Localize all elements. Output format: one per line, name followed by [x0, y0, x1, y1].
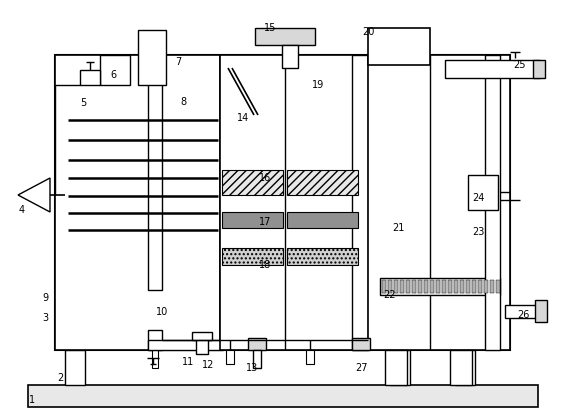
- Text: 24: 24: [472, 193, 484, 203]
- Text: 5: 5: [80, 98, 86, 108]
- Bar: [450, 350, 472, 385]
- Text: 18: 18: [259, 260, 271, 270]
- Bar: [382, 280, 386, 293]
- Bar: [192, 332, 212, 340]
- Bar: [436, 280, 440, 293]
- Bar: [406, 280, 410, 293]
- Bar: [484, 280, 488, 293]
- Bar: [248, 338, 266, 350]
- Bar: [287, 248, 358, 265]
- Bar: [287, 170, 358, 195]
- Bar: [455, 350, 475, 385]
- Bar: [100, 55, 130, 85]
- Bar: [55, 55, 510, 350]
- Bar: [430, 280, 434, 293]
- Bar: [485, 55, 500, 350]
- Bar: [388, 280, 392, 293]
- Bar: [55, 55, 220, 350]
- Text: 7: 7: [175, 57, 181, 67]
- Text: 14: 14: [237, 113, 249, 123]
- Bar: [505, 305, 540, 318]
- Text: 20: 20: [362, 27, 374, 37]
- Bar: [65, 350, 85, 385]
- Text: 17: 17: [259, 217, 271, 227]
- Bar: [385, 350, 407, 385]
- Bar: [148, 330, 162, 350]
- Text: 12: 12: [202, 360, 214, 370]
- Text: 10: 10: [156, 307, 168, 317]
- Bar: [306, 350, 314, 364]
- Bar: [255, 28, 315, 45]
- Text: 19: 19: [312, 80, 324, 90]
- Bar: [282, 45, 298, 68]
- Bar: [478, 280, 482, 293]
- Bar: [445, 60, 540, 78]
- Text: 15: 15: [264, 23, 276, 33]
- Text: 1: 1: [29, 395, 35, 405]
- Bar: [226, 350, 234, 364]
- Text: 21: 21: [392, 223, 404, 233]
- Bar: [152, 350, 158, 368]
- Bar: [222, 170, 283, 195]
- Text: 9: 9: [42, 293, 48, 303]
- Bar: [442, 280, 446, 293]
- Bar: [490, 280, 494, 293]
- Text: 11: 11: [182, 357, 194, 367]
- Bar: [533, 60, 545, 78]
- Bar: [380, 278, 500, 295]
- Bar: [80, 70, 100, 85]
- Bar: [394, 280, 398, 293]
- Bar: [468, 175, 498, 210]
- Bar: [400, 280, 404, 293]
- Bar: [148, 68, 162, 290]
- Bar: [448, 280, 452, 293]
- Bar: [454, 280, 458, 293]
- Text: 8: 8: [180, 97, 186, 107]
- Bar: [253, 350, 261, 368]
- Bar: [148, 340, 223, 350]
- Bar: [535, 300, 547, 322]
- Text: 22: 22: [384, 290, 396, 300]
- Text: 13: 13: [246, 363, 258, 373]
- Text: 26: 26: [517, 310, 529, 320]
- Bar: [196, 336, 208, 354]
- Bar: [138, 30, 166, 85]
- Text: 16: 16: [259, 173, 271, 183]
- Text: 4: 4: [19, 205, 25, 215]
- Bar: [28, 385, 538, 407]
- Bar: [287, 212, 358, 228]
- Text: 25: 25: [514, 60, 526, 70]
- Bar: [222, 248, 283, 265]
- Bar: [424, 280, 428, 293]
- Bar: [222, 212, 283, 228]
- Bar: [460, 280, 464, 293]
- Bar: [472, 280, 476, 293]
- Text: 2: 2: [57, 373, 63, 383]
- Text: 27: 27: [356, 363, 368, 373]
- Bar: [352, 55, 368, 350]
- Bar: [412, 280, 416, 293]
- Bar: [220, 55, 360, 350]
- Bar: [368, 55, 510, 350]
- Bar: [368, 28, 430, 65]
- Bar: [496, 280, 500, 293]
- Text: 23: 23: [472, 227, 484, 237]
- Bar: [418, 280, 422, 293]
- Bar: [352, 338, 370, 350]
- Text: 3: 3: [42, 313, 48, 323]
- Bar: [466, 280, 470, 293]
- Text: 6: 6: [110, 70, 116, 80]
- Bar: [390, 350, 410, 385]
